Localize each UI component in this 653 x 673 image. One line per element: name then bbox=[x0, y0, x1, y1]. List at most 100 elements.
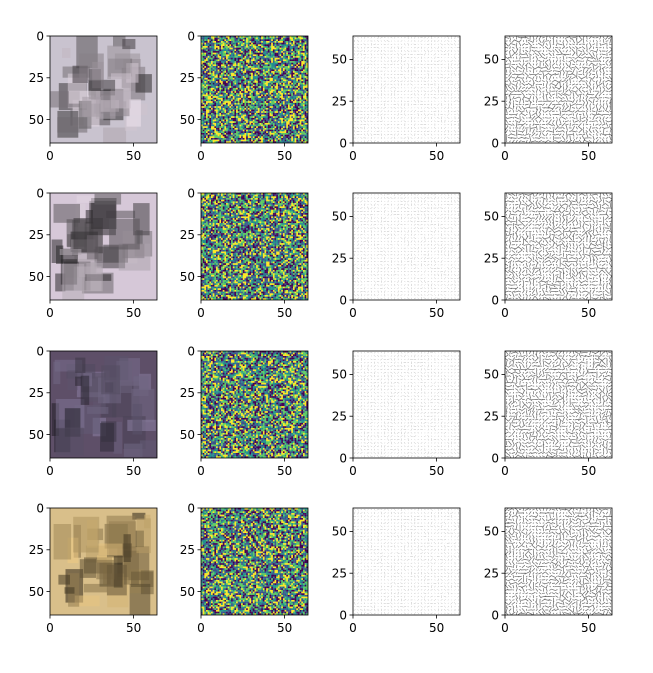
axes-frame bbox=[504, 350, 613, 459]
x-tick-label: 50 bbox=[126, 621, 141, 635]
y-tick-label: 0 bbox=[36, 29, 44, 43]
x-tick-label: 0 bbox=[197, 306, 205, 320]
x-tick-label: 50 bbox=[126, 306, 141, 320]
x-tick-label: 50 bbox=[429, 464, 444, 478]
y-tick-label: 25 bbox=[29, 543, 44, 557]
panel-content-image bbox=[50, 193, 157, 300]
y-tick-label: 25 bbox=[180, 228, 195, 242]
panel-r1-c1: 0 50 0 25 50 bbox=[29, 29, 158, 163]
y-tick-label: 50 bbox=[29, 585, 44, 599]
axes-frame bbox=[352, 350, 461, 459]
panel-content-heatmap bbox=[201, 193, 308, 300]
y-tick-label: 50 bbox=[29, 113, 44, 127]
y-tick-label: 0 bbox=[187, 344, 195, 358]
axes-frame bbox=[352, 35, 461, 144]
axes-frame bbox=[200, 35, 309, 144]
x-tick-label: 50 bbox=[581, 621, 596, 635]
y-tick-label: 50 bbox=[484, 525, 499, 539]
y-tick-label: 50 bbox=[180, 270, 195, 284]
x-tick-label: 0 bbox=[349, 306, 357, 320]
axes-frame bbox=[49, 192, 158, 301]
y-tick-label: 50 bbox=[29, 270, 44, 284]
y-tick-label: 0 bbox=[339, 608, 347, 622]
y-tick-label: 0 bbox=[36, 186, 44, 200]
y-tick-label: 25 bbox=[484, 567, 499, 581]
y-tick-label: 50 bbox=[484, 368, 499, 382]
panel-content-image bbox=[50, 351, 157, 458]
axes-frame bbox=[352, 507, 461, 616]
x-tick-label: 0 bbox=[197, 149, 205, 163]
axes-frame bbox=[504, 192, 613, 301]
y-tick-label: 25 bbox=[29, 71, 44, 85]
y-tick-label: 25 bbox=[29, 228, 44, 242]
panel-r1-c4: 0 50 0 25 50 bbox=[484, 35, 613, 163]
y-tick-label: 0 bbox=[339, 293, 347, 307]
y-tick-label: 25 bbox=[29, 386, 44, 400]
y-tick-label: 50 bbox=[332, 368, 347, 382]
panel-r2-c3: 0 50 0 25 50 bbox=[332, 192, 461, 320]
y-tick-label: 0 bbox=[491, 293, 499, 307]
panel-r3-c4: 0 50 0 25 50 bbox=[484, 350, 613, 478]
y-tick-label: 50 bbox=[180, 113, 195, 127]
y-tick-label: 0 bbox=[491, 136, 499, 150]
x-tick-label: 50 bbox=[581, 464, 596, 478]
x-tick-label: 0 bbox=[349, 464, 357, 478]
axes-frame bbox=[504, 507, 613, 616]
y-tick-label: 50 bbox=[180, 428, 195, 442]
y-tick-label: 0 bbox=[339, 136, 347, 150]
y-tick-label: 25 bbox=[484, 410, 499, 424]
y-tick-label: 25 bbox=[484, 252, 499, 266]
y-tick-label: 0 bbox=[187, 501, 195, 515]
axes-frame bbox=[200, 350, 309, 459]
panel-r1-c2: 0 50 0 25 50 bbox=[180, 29, 309, 163]
panel-content-image bbox=[50, 508, 157, 615]
panel-content-quiver bbox=[505, 36, 612, 143]
y-tick-label: 50 bbox=[484, 53, 499, 67]
axes-frame bbox=[352, 192, 461, 301]
y-tick-label: 0 bbox=[36, 501, 44, 515]
panel-r3-c3: 0 50 0 25 50 bbox=[332, 350, 461, 478]
x-tick-label: 50 bbox=[429, 149, 444, 163]
y-tick-label: 0 bbox=[491, 451, 499, 465]
x-tick-label: 0 bbox=[197, 464, 205, 478]
y-tick-label: 25 bbox=[332, 410, 347, 424]
panel-r4-c1: 0 50 0 25 50 bbox=[29, 501, 158, 635]
x-tick-label: 0 bbox=[501, 621, 509, 635]
x-tick-label: 0 bbox=[501, 149, 509, 163]
axes-frame bbox=[504, 35, 613, 144]
panel-content-quiver bbox=[505, 193, 612, 300]
axes-frame bbox=[49, 35, 158, 144]
panel-r2-c2: 0 50 0 25 50 bbox=[180, 186, 309, 320]
axes-frame bbox=[49, 507, 158, 616]
x-tick-label: 50 bbox=[126, 149, 141, 163]
panel-r4-c2: 0 50 0 25 50 bbox=[180, 501, 309, 635]
panel-r3-c2: 0 50 0 25 50 bbox=[180, 344, 309, 478]
panel-content-quiver bbox=[353, 193, 460, 300]
panel-content-heatmap bbox=[201, 508, 308, 615]
x-tick-label: 50 bbox=[126, 464, 141, 478]
panel-content-quiver bbox=[353, 36, 460, 143]
y-tick-label: 0 bbox=[339, 451, 347, 465]
panel-content-quiver bbox=[353, 351, 460, 458]
x-tick-label: 0 bbox=[197, 621, 205, 635]
y-tick-label: 50 bbox=[180, 585, 195, 599]
panel-content-image bbox=[50, 36, 157, 143]
y-tick-label: 50 bbox=[332, 53, 347, 67]
panel-r3-c1: 0 50 0 25 50 bbox=[29, 344, 158, 478]
axes-frame bbox=[200, 192, 309, 301]
y-tick-label: 50 bbox=[29, 428, 44, 442]
x-tick-label: 0 bbox=[46, 621, 54, 635]
y-tick-label: 25 bbox=[332, 567, 347, 581]
y-tick-label: 25 bbox=[332, 95, 347, 109]
x-tick-label: 50 bbox=[277, 149, 292, 163]
panel-content-heatmap bbox=[201, 351, 308, 458]
x-tick-label: 0 bbox=[349, 149, 357, 163]
panel-r4-c3: 0 50 0 25 50 bbox=[332, 507, 461, 635]
x-tick-label: 50 bbox=[581, 306, 596, 320]
x-tick-label: 0 bbox=[46, 149, 54, 163]
y-tick-label: 0 bbox=[187, 29, 195, 43]
panel-content-quiver bbox=[505, 508, 612, 615]
y-tick-label: 25 bbox=[180, 71, 195, 85]
y-tick-label: 50 bbox=[332, 525, 347, 539]
